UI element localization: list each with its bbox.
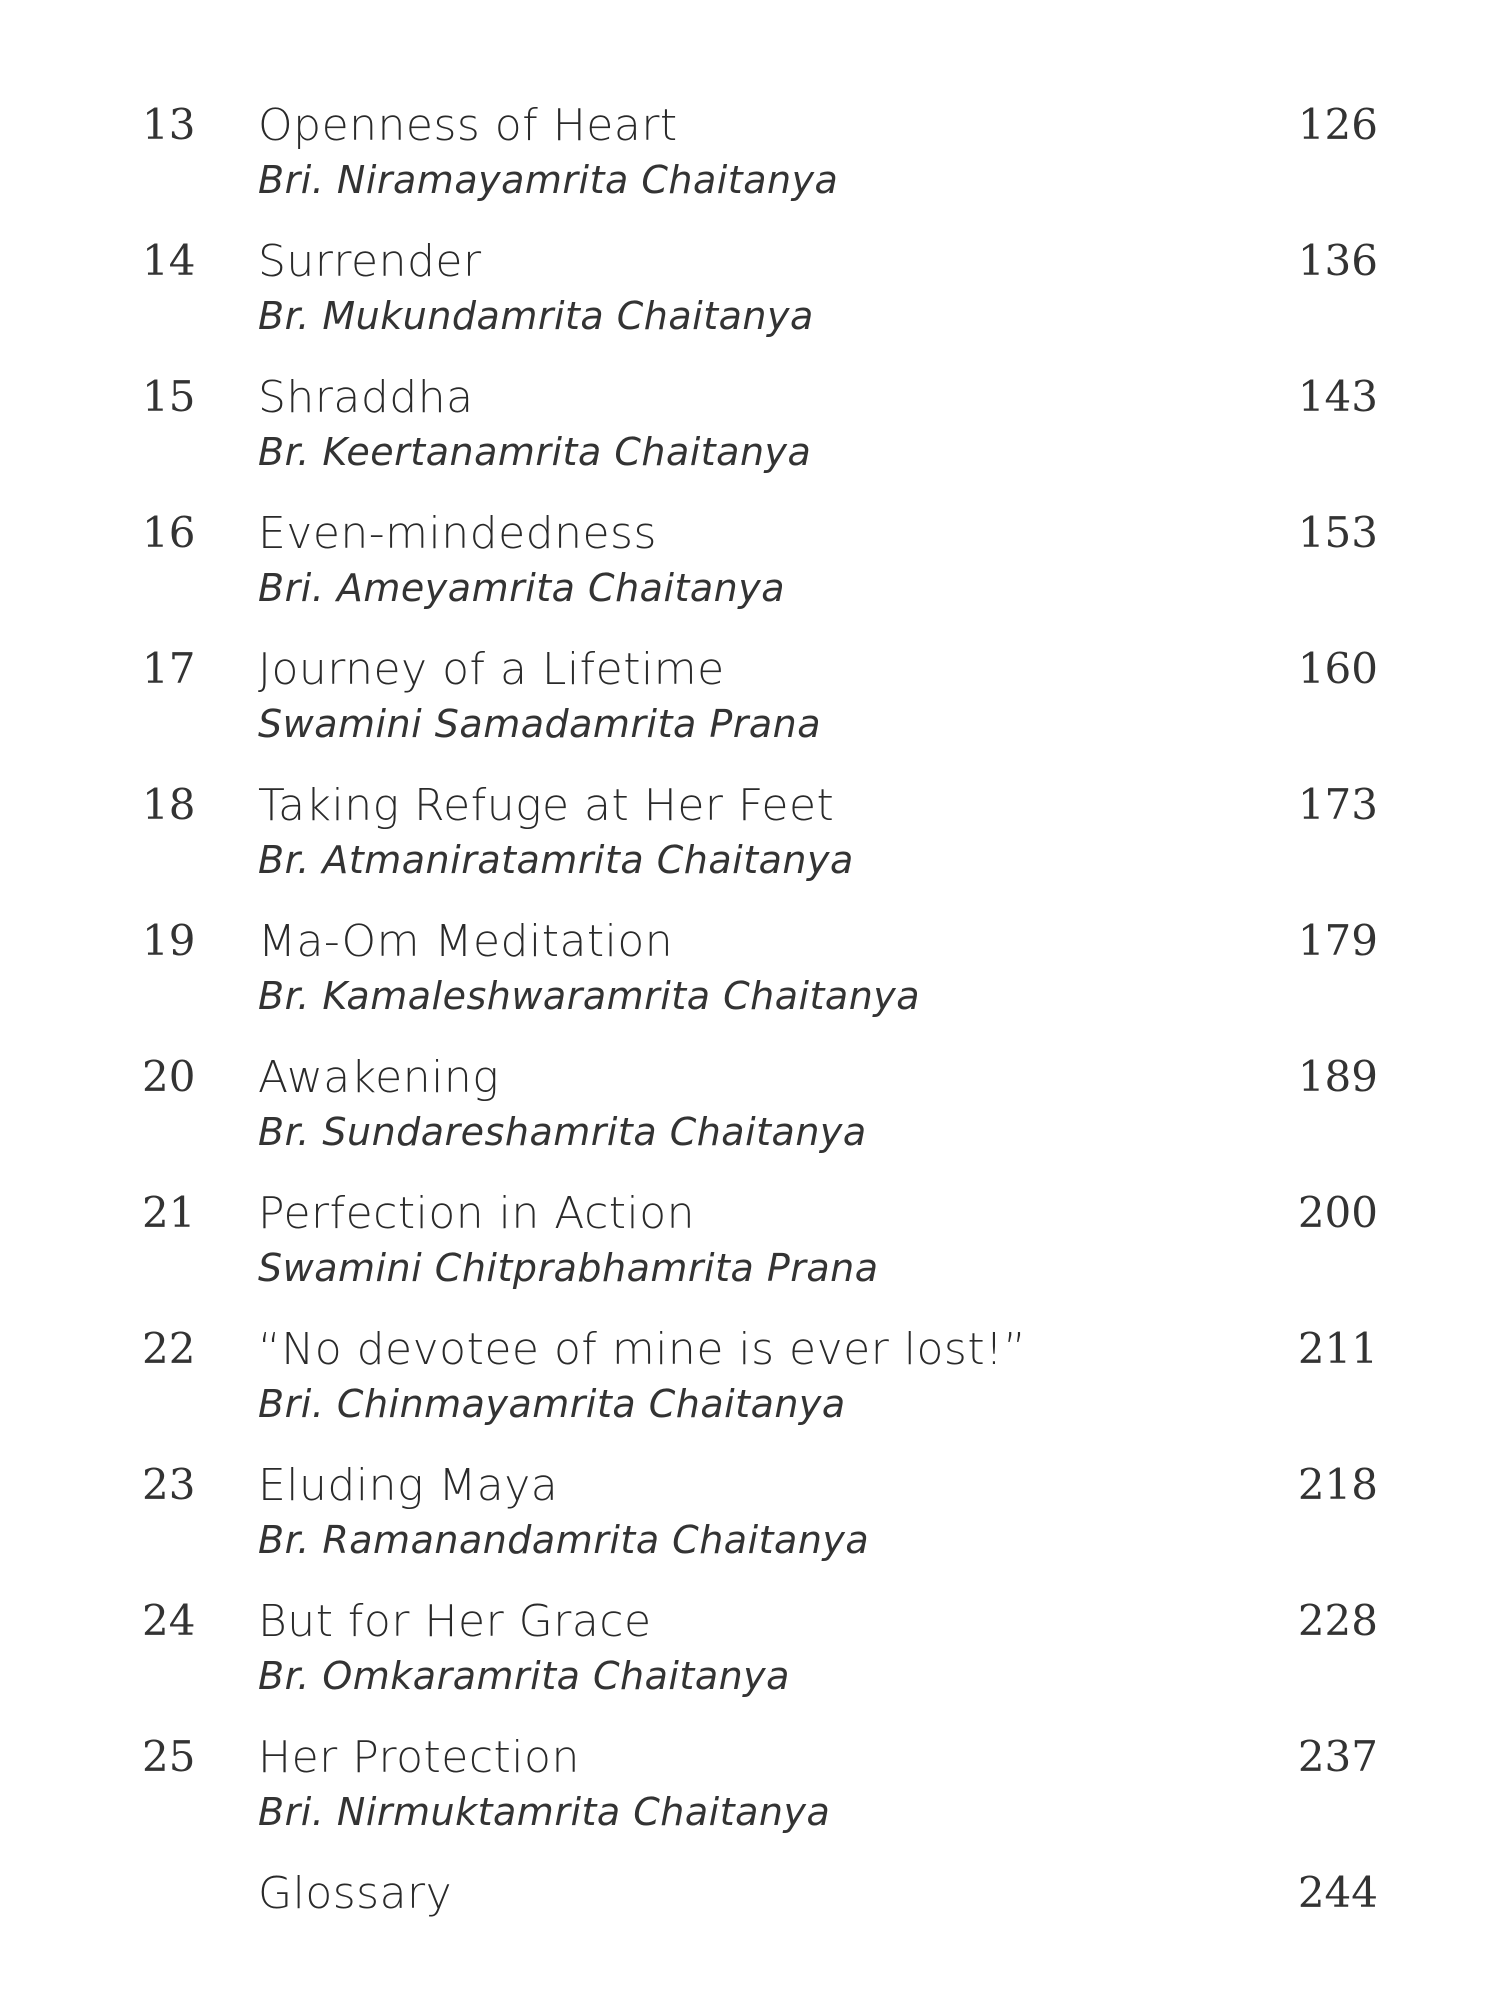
chapter-title: Ma-Om Meditation [258, 916, 674, 967]
chapter-number: 17 [142, 644, 196, 693]
chapter-number: 16 [142, 508, 196, 557]
page-number: 173 [1297, 780, 1378, 829]
chapter-number: 14 [142, 236, 196, 285]
chapter-author: Bri. Niramayamrita Chaitanya [258, 158, 839, 202]
chapter-title: Her Protection [258, 1732, 580, 1783]
chapter-number: 22 [142, 1324, 196, 1373]
chapter-author: Br. Omkaramrita Chaitanya [258, 1654, 790, 1698]
table-of-contents: 13 Openness of Heart Bri. Niramayamrita Ch… [0, 100, 1500, 2004]
chapter-author: Br. Mukundamrita Chaitanya [258, 294, 814, 338]
chapter-author: Bri. Chinmayamrita Chaitanya [258, 1382, 846, 1426]
toc-entry: 19 Ma-Om Meditation Br. Kamaleshwaramrita … [0, 916, 1500, 1052]
toc-entry: 20 Awakening Br. Sundareshamrita Chaitanya… [0, 1052, 1500, 1188]
chapter-number: 15 [142, 372, 196, 421]
page-number: 211 [1297, 1324, 1378, 1373]
chapter-number: 18 [142, 780, 196, 829]
toc-entry: Glossary 244 [0, 1868, 1500, 2004]
toc-entry: 13 Openness of Heart Bri. Niramayamrita Ch… [0, 100, 1500, 236]
chapter-number: 13 [142, 100, 196, 149]
toc-entry: 23 Eluding Maya Br. Ramanandamrita Chaitan… [0, 1460, 1500, 1596]
page-number: 189 [1297, 1052, 1378, 1101]
chapter-number: 23 [142, 1460, 196, 1509]
chapter-author: Br. Kamaleshwaramrita Chaitanya [258, 974, 921, 1018]
chapter-title: Perfection in Action [258, 1188, 696, 1239]
chapter-title: Glossary [258, 1868, 453, 1919]
chapter-author: Bri. Nirmuktamrita Chaitanya [258, 1790, 831, 1834]
toc-entry: 16 Even-mindedness Bri. Ameyamrita Chaitan… [0, 508, 1500, 644]
chapter-author: Swamini Chitprabhamrita Prana [258, 1246, 879, 1290]
chapter-number: 20 [142, 1052, 196, 1101]
page-number: 244 [1297, 1868, 1378, 1917]
toc-entry: 24 But for Her Grace Br. Omkaramrita Chait… [0, 1596, 1500, 1732]
chapter-author: Br. Keertanamrita Chaitanya [258, 430, 812, 474]
chapter-title: But for Her Grace [258, 1596, 652, 1647]
page-number: 218 [1297, 1460, 1378, 1509]
page-number: 237 [1297, 1732, 1378, 1781]
chapter-title: Even-mindedness [258, 508, 657, 559]
chapter-title: Surrender [258, 236, 482, 287]
toc-entry: 18 Taking Refuge at Her Feet Br. Atmanirat… [0, 780, 1500, 916]
toc-entry: 25 Her Protection Bri. Nirmuktamrita Chait… [0, 1732, 1500, 1868]
chapter-title: Taking Refuge at Her Feet [258, 780, 835, 831]
page-number: 126 [1297, 100, 1378, 149]
toc-entry: 21 Perfection in Action Swamini Chitprabha… [0, 1188, 1500, 1324]
chapter-title: Openness of Heart [258, 100, 678, 151]
chapter-author: Br. Atmaniratamrita Chaitanya [258, 838, 854, 882]
page-number: 228 [1297, 1596, 1378, 1645]
chapter-number: 25 [142, 1732, 196, 1781]
page-number: 153 [1297, 508, 1378, 557]
page-number: 160 [1297, 644, 1378, 693]
chapter-title: Shraddha [258, 372, 474, 423]
chapter-author: Br. Sundareshamrita Chaitanya [258, 1110, 867, 1154]
toc-entry: 15 Shraddha Br. Keertanamrita Chaitanya 143 [0, 372, 1500, 508]
chapter-author: Bri. Ameyamrita Chaitanya [258, 566, 786, 610]
page-number: 143 [1297, 372, 1378, 421]
chapter-title: Awakening [258, 1052, 500, 1103]
toc-entry: 22 “No devotee of mine is ever lost!” Bri.… [0, 1324, 1500, 1460]
chapter-number: 21 [142, 1188, 196, 1237]
chapter-number: 19 [142, 916, 196, 965]
chapter-title: Journey of a Lifetime [258, 644, 725, 695]
toc-entry: 17 Journey of a Lifetime Swamini Samadamri… [0, 644, 1500, 780]
toc-entry: 14 Surrender Br. Mukundamrita Chaitanya 136 [0, 236, 1500, 372]
page-number: 136 [1297, 236, 1378, 285]
page-number: 179 [1297, 916, 1378, 965]
chapter-title: “No devotee of mine is ever lost!” [258, 1324, 1027, 1375]
chapter-author: Swamini Samadamrita Prana [258, 702, 822, 746]
chapter-title: Eluding Maya [258, 1460, 559, 1511]
page-number: 200 [1297, 1188, 1378, 1237]
chapter-author: Br. Ramanandamrita Chaitanya [258, 1518, 870, 1562]
chapter-number: 24 [142, 1596, 196, 1645]
